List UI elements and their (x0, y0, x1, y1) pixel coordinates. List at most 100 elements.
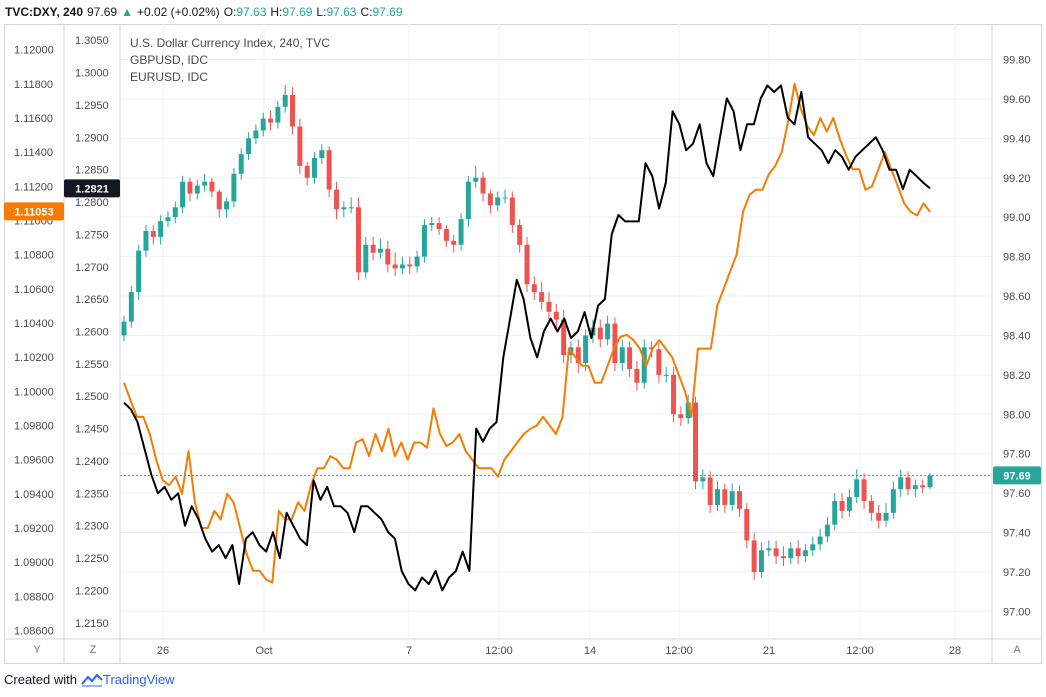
dxy-candle (539, 282, 545, 310)
dxy-candle (634, 361, 640, 391)
dxy-candle (121, 315, 127, 342)
candle-body (546, 301, 552, 312)
candle-body (158, 221, 164, 237)
chart-svg[interactable]: 26 Oct 7 12:00 14 12:00 21 12:00 28 99.80 99.60 99.… (0, 24, 1046, 664)
dxy-candle (802, 544, 808, 563)
dxy-candle (707, 471, 713, 513)
dxy-candle (363, 236, 369, 279)
dxy-candle (898, 469, 904, 498)
dxy-candle (517, 219, 523, 253)
candle-body (421, 225, 427, 257)
dxy-candle (839, 493, 845, 519)
close-value: 97.69 (372, 5, 403, 19)
dxy-candle (260, 112, 266, 137)
dxy-candle (172, 201, 178, 224)
open-label: O: (223, 5, 237, 19)
tradingview-link[interactable]: TradingView (81, 672, 175, 687)
candle-body (275, 106, 281, 123)
dxy-candle (150, 225, 156, 245)
gbpusd-tick-label: 1.2650 (75, 294, 109, 306)
eurusd-tick-label: 1.10400 (14, 318, 54, 330)
dxy-candle (758, 542, 764, 578)
candle-body (180, 181, 186, 208)
candle-body (898, 477, 904, 490)
candle-body (876, 512, 882, 521)
candle-body (868, 501, 874, 513)
dxy-candle (143, 225, 149, 257)
candle-body (605, 323, 611, 340)
eurusd-tick-label: 1.11400 (14, 147, 53, 159)
open-value: 97.63 (236, 5, 267, 19)
gbpusd-tick-label: 1.3000 (75, 68, 109, 80)
dxy-candle (597, 319, 603, 348)
dxy-candle (480, 171, 486, 202)
dxy-tick-label: 97.60 (1003, 488, 1031, 500)
candle-body (363, 244, 369, 273)
eurusd-tick-label: 1.12000 (14, 45, 54, 57)
dxy-candle (920, 479, 926, 494)
dxy-candle (605, 315, 611, 346)
candle-body (509, 197, 515, 226)
eurusd-tick-label: 1.08600 (14, 625, 54, 637)
z-button[interactable]: Z (90, 644, 97, 656)
dxy-candle (399, 256, 405, 275)
dxy-candle (495, 191, 501, 212)
candle-body (693, 402, 699, 482)
candle-body (861, 479, 867, 502)
dxy-candle (890, 481, 896, 519)
y-button[interactable]: Y (33, 644, 41, 656)
candle-body (194, 185, 200, 194)
eurusd-line (123, 82, 931, 584)
candle-body (715, 489, 721, 505)
dxy-candle (751, 532, 757, 580)
dxy-candle (736, 485, 742, 517)
dxy-candle (678, 406, 684, 427)
dxy-candle (553, 303, 559, 330)
grid (120, 24, 992, 639)
candle-body (744, 508, 750, 541)
eurusd-tick-label: 1.09600 (14, 455, 54, 467)
candle-body (414, 256, 420, 267)
dxy-candle (436, 217, 442, 235)
candle-body (824, 524, 830, 537)
x-tick-label: 12:00 (665, 645, 693, 657)
dxy-candle (187, 177, 193, 202)
candle-body (392, 264, 398, 269)
candle-body (707, 477, 713, 505)
auto-scale-button[interactable]: A (1013, 644, 1021, 656)
candle-body (920, 485, 926, 488)
candle-body (333, 189, 339, 210)
dxy-candle (465, 175, 471, 228)
dxy-candle (370, 236, 376, 261)
candle-body (883, 512, 889, 521)
dxy-tick-label: 97.80 (1003, 449, 1031, 461)
candle-body (912, 485, 918, 490)
dxy-candle (253, 124, 259, 145)
candle-body (436, 223, 442, 229)
dxy-candle (773, 540, 779, 565)
dxy-candle (846, 489, 852, 517)
eurusd-tick-label: 1.09000 (14, 557, 54, 569)
gbpusd-tick-label: 1.2200 (75, 585, 109, 597)
candle-body (795, 548, 801, 557)
dxy-tick-label: 97.20 (1003, 567, 1031, 579)
candle-body (253, 130, 259, 139)
dxy-candle (546, 292, 552, 322)
candle-body (780, 556, 786, 559)
badge-bg (4, 202, 64, 221)
candle-body (172, 207, 178, 218)
candle-body (671, 374, 677, 415)
dxy-candle (927, 473, 933, 490)
legend: U.S. Dollar Currency Index, 240, TVC GBP… (130, 36, 330, 84)
dxy-candle (355, 197, 361, 281)
badge-bg (993, 466, 1041, 485)
dxy-candle (414, 250, 420, 273)
dxy-candle (883, 502, 889, 527)
candle-body (766, 548, 772, 551)
legend-dxy: U.S. Dollar Currency Index, 240, TVC (130, 36, 330, 50)
footer: Created with TradingView (4, 672, 175, 687)
dxy-candle (700, 469, 706, 490)
symbol-label[interactable]: TVC:DXY, 240 (5, 5, 84, 19)
dxy-tick-label: 99.20 (1003, 173, 1031, 185)
candle-body (502, 197, 508, 199)
